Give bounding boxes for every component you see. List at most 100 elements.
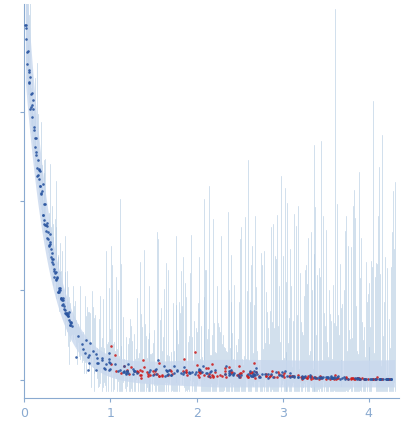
Point — [207, 369, 213, 376]
Point — [120, 369, 127, 376]
Point — [133, 369, 140, 376]
Point — [147, 371, 153, 378]
Point — [235, 371, 242, 378]
Point — [180, 355, 187, 362]
Point — [87, 340, 93, 347]
Point — [123, 367, 130, 374]
Point — [61, 306, 68, 313]
Point — [57, 284, 64, 291]
Point — [85, 353, 91, 360]
Point — [252, 374, 259, 381]
Point — [183, 369, 190, 376]
Point — [193, 368, 199, 375]
Point — [226, 370, 233, 377]
Point — [383, 375, 390, 382]
Point — [197, 368, 204, 375]
Point — [376, 375, 383, 382]
Point — [200, 363, 206, 370]
Point — [30, 97, 36, 104]
Point — [298, 375, 305, 382]
Point — [66, 318, 73, 325]
Point — [101, 365, 107, 372]
Point — [63, 310, 70, 317]
Point — [284, 372, 290, 379]
Point — [261, 371, 268, 378]
Point — [334, 375, 341, 382]
Point — [329, 375, 335, 382]
Point — [269, 368, 276, 375]
Point — [298, 374, 305, 381]
Point — [106, 349, 112, 356]
Point — [356, 375, 363, 382]
Point — [152, 368, 159, 375]
Point — [317, 373, 324, 380]
Point — [328, 375, 335, 382]
Point — [131, 368, 138, 375]
Point — [269, 374, 276, 381]
Point — [124, 368, 130, 375]
Point — [212, 367, 219, 374]
Point — [316, 374, 322, 381]
Point — [300, 373, 306, 380]
Point — [199, 368, 205, 375]
Point — [26, 79, 33, 86]
Point — [327, 374, 334, 381]
Point — [28, 103, 35, 110]
Point — [152, 367, 159, 374]
Point — [228, 370, 234, 377]
Point — [384, 376, 391, 383]
Point — [107, 360, 114, 367]
Point — [26, 69, 32, 76]
Point — [41, 221, 48, 228]
Point — [209, 371, 215, 378]
Point — [212, 368, 218, 375]
Point — [34, 172, 40, 179]
Point — [203, 370, 210, 377]
Point — [183, 367, 190, 374]
Point — [121, 362, 128, 369]
Point — [325, 374, 331, 381]
Point — [251, 371, 258, 378]
Point — [23, 36, 29, 43]
Point — [331, 374, 338, 381]
Point — [44, 229, 51, 236]
Point — [291, 373, 298, 380]
Point — [327, 375, 334, 382]
Point — [44, 220, 50, 227]
Point — [304, 375, 311, 382]
Point — [161, 363, 168, 370]
Point — [43, 222, 50, 229]
Point — [43, 228, 50, 235]
Point — [40, 212, 46, 219]
Point — [46, 242, 53, 249]
Point — [38, 190, 44, 197]
Point — [368, 375, 374, 382]
Point — [330, 375, 337, 382]
Point — [238, 372, 245, 379]
Point — [356, 375, 362, 382]
Point — [47, 231, 53, 238]
Point — [35, 166, 42, 173]
Point — [377, 376, 383, 383]
Point — [330, 374, 336, 381]
Point — [311, 374, 317, 381]
Point — [323, 375, 330, 382]
Point — [98, 354, 105, 361]
Point — [263, 371, 269, 378]
Point — [348, 375, 354, 382]
Point — [197, 367, 204, 374]
Point — [123, 371, 129, 378]
Point — [112, 367, 119, 374]
Point — [53, 269, 59, 276]
Point — [85, 366, 92, 373]
Point — [237, 369, 243, 376]
Point — [253, 364, 260, 371]
Point — [121, 363, 127, 370]
Point — [156, 360, 162, 367]
Point — [65, 313, 71, 320]
Point — [249, 371, 256, 378]
Point — [22, 21, 28, 28]
Point — [244, 372, 250, 379]
Point — [37, 183, 44, 190]
Point — [192, 349, 198, 356]
